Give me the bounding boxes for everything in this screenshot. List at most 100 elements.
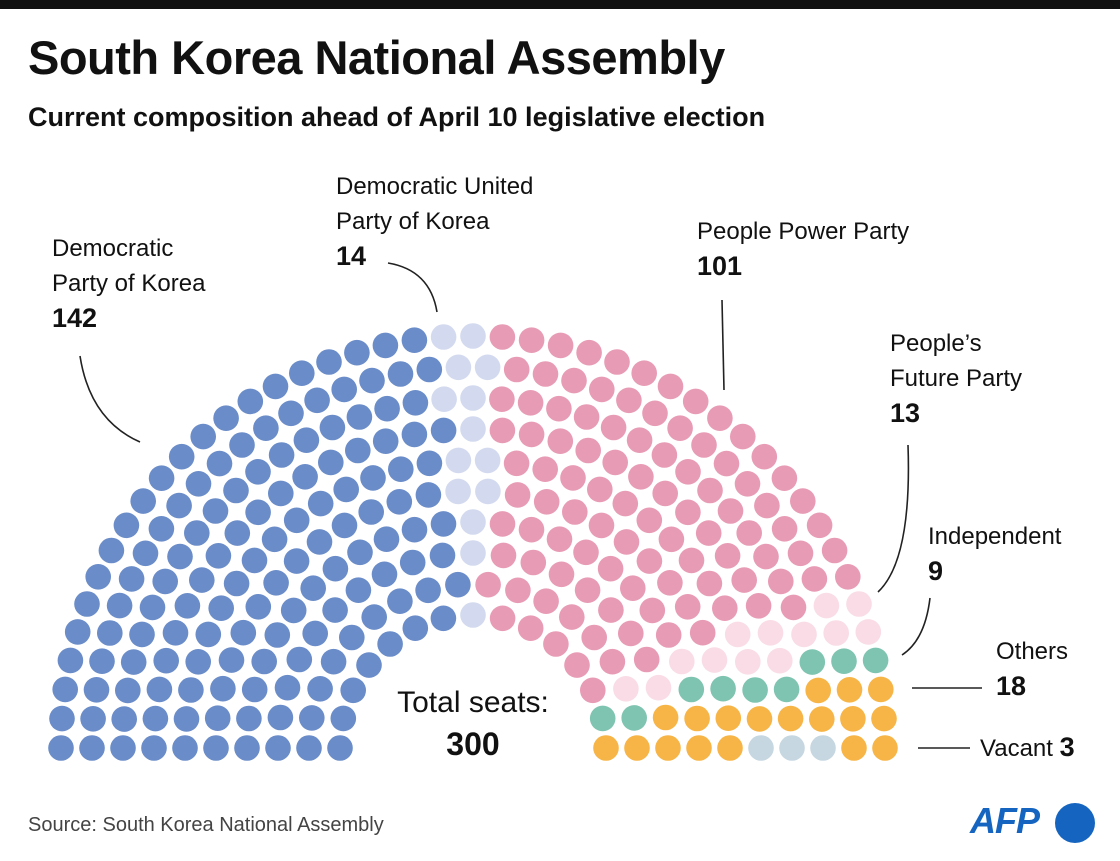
seat-people-power-party — [503, 356, 530, 383]
seat-people-power-party — [573, 539, 599, 566]
seat-people-power-party — [587, 476, 613, 503]
seat-democratic-party-of-korea — [374, 395, 400, 422]
seat-people-power-party — [806, 512, 833, 539]
seat-democratic-party-of-korea — [223, 477, 249, 504]
seat-democratic-party-of-korea — [299, 705, 325, 731]
seat-independent — [710, 675, 736, 702]
seat-others — [686, 735, 712, 761]
seat-democratic-party-of-korea — [52, 676, 78, 703]
seat-democratic-party-of-korea — [286, 646, 313, 673]
leader-line-dup — [387, 262, 438, 313]
seat-democratic-party-of-korea — [210, 675, 236, 702]
seat-democratic-party-of-korea — [316, 349, 342, 375]
seat-democratic-party-of-korea — [373, 526, 400, 552]
seat-people-power-party — [835, 564, 861, 590]
total-seats: Total seats: 300 — [388, 686, 558, 763]
seat-people-power-party — [612, 490, 639, 517]
seat-people-power-party — [598, 597, 624, 623]
label-others-line1: Others — [996, 638, 1069, 665]
seat-democratic-party-of-korea — [229, 432, 255, 458]
seat-democratic-united-party-of-korea — [474, 354, 501, 381]
seat-democratic-party-of-korea — [189, 567, 215, 593]
seat-people-s-future-party — [669, 648, 695, 675]
seat-people-power-party — [597, 555, 624, 582]
seat-people-power-party — [626, 427, 653, 454]
seat-democratic-party-of-korea — [401, 421, 428, 448]
seat-democratic-party-of-korea — [340, 677, 367, 704]
seat-democratic-party-of-korea — [80, 706, 106, 732]
seat-people-power-party — [780, 594, 807, 621]
seat-democratic-party-of-korea — [319, 414, 346, 441]
seat-democratic-party-of-korea — [445, 571, 471, 598]
seat-people-power-party — [588, 512, 615, 539]
seat-democratic-party-of-korea — [251, 648, 277, 675]
seat-people-power-party — [657, 373, 684, 400]
seat-people-power-party — [787, 540, 814, 567]
seat-people-power-party — [489, 417, 516, 444]
seat-people-power-party — [616, 387, 642, 414]
seat-democratic-party-of-korea — [344, 339, 370, 366]
seat-people-power-party — [682, 388, 709, 415]
seat-democratic-party-of-korea — [245, 459, 271, 485]
seat-people-power-party — [575, 437, 601, 464]
seat-people-power-party — [730, 423, 756, 450]
seat-people-power-party — [533, 588, 559, 614]
seat-democratic-party-of-korea — [265, 735, 291, 761]
seat-democratic-party-of-korea — [241, 547, 268, 574]
seat-people-s-future-party — [846, 591, 872, 617]
seat-democratic-party-of-korea — [208, 595, 234, 621]
seats-group — [48, 323, 898, 761]
seat-democratic-party-of-korea — [346, 404, 373, 430]
seat-people-power-party — [580, 677, 606, 704]
seat-people-s-future-party — [823, 620, 849, 646]
seat-democratic-party-of-korea — [320, 648, 347, 675]
seat-people-power-party — [547, 332, 574, 359]
label-pfp-line1: People’s — [890, 330, 982, 357]
seat-people-power-party — [657, 570, 683, 596]
seat-people-power-party — [518, 421, 545, 448]
afp-logo-dot-icon — [1055, 803, 1095, 843]
leader-line-ppp — [721, 299, 725, 391]
label-ppp: People Power Party 101 — [697, 214, 909, 285]
seat-democratic-party-of-korea — [322, 597, 348, 623]
leader-line-independent — [901, 597, 931, 656]
seat-democratic-party-of-korea — [184, 520, 210, 546]
seat-people-power-party — [613, 529, 640, 555]
seat-democratic-party-of-korea — [387, 588, 413, 614]
seat-others — [872, 735, 898, 761]
seat-democratic-party-of-korea — [202, 498, 229, 524]
seat-people-s-future-party — [791, 621, 817, 648]
seat-democratic-party-of-korea — [358, 499, 385, 525]
leader-line-dpk — [79, 355, 141, 443]
seat-democratic-united-party-of-korea — [460, 509, 486, 535]
seat-people-power-party — [697, 477, 723, 504]
seat-democratic-party-of-korea — [304, 387, 330, 414]
seat-democratic-party-of-korea — [111, 706, 137, 732]
seat-democratic-united-party-of-korea — [445, 354, 472, 381]
seat-democratic-party-of-korea — [141, 735, 167, 761]
afp-logo: AFP — [970, 800, 1040, 842]
seat-people-power-party — [674, 594, 701, 620]
seat-people-power-party — [548, 561, 575, 588]
label-others: Others 18 — [996, 634, 1068, 705]
seat-others — [805, 677, 831, 704]
seat-democratic-party-of-korea — [268, 480, 294, 507]
seat-democratic-party-of-korea — [218, 647, 245, 673]
seat-people-s-future-party — [724, 621, 751, 648]
label-vacant: Vacant 3 — [980, 730, 1075, 766]
seat-people-power-party — [658, 526, 685, 553]
seat-people-power-party — [667, 415, 693, 442]
seat-people-power-party — [517, 615, 544, 641]
label-dpk-line2: Party of Korea — [52, 270, 206, 297]
seat-democratic-party-of-korea — [401, 516, 428, 543]
seat-democratic-party-of-korea — [430, 417, 457, 444]
chart-subtitle: Current composition ahead of April 10 le… — [28, 102, 766, 132]
seat-people-power-party — [801, 566, 828, 592]
seat-democratic-party-of-korea — [97, 620, 123, 646]
seat-democratic-party-of-korea — [153, 647, 179, 674]
seat-democratic-party-of-korea — [307, 676, 333, 702]
seat-democratic-party-of-korea — [106, 592, 133, 619]
seat-independent — [773, 676, 800, 703]
seat-independent — [589, 705, 616, 732]
